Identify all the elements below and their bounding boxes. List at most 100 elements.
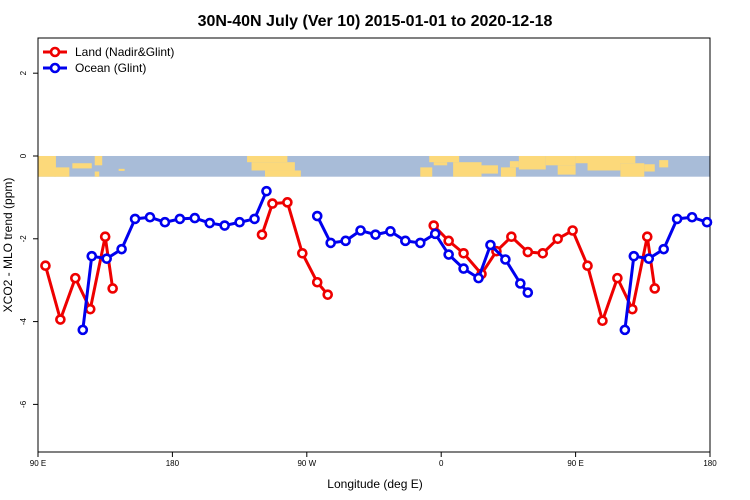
- chart-title: 30N-40N July (Ver 10) 2015-01-01 to 2020…: [198, 13, 553, 30]
- data-point-ocean: [429, 228, 441, 240]
- data-point-land: [256, 229, 268, 240]
- legend-label-ocean: Ocean (Glint): [75, 61, 146, 75]
- data-point-land: [522, 246, 534, 258]
- data-point-ocean: [101, 253, 112, 264]
- map-land: [557, 165, 576, 175]
- x-axis-label: Longitude (deg E): [327, 477, 422, 491]
- data-point-land: [297, 247, 308, 259]
- data-point-ocean: [204, 217, 216, 229]
- data-point-land: [99, 231, 111, 243]
- y-tick-label: 2: [19, 70, 28, 75]
- map-land: [72, 163, 92, 169]
- data-point-land: [537, 247, 549, 259]
- data-point-land: [322, 289, 334, 300]
- series-line-land: [432, 224, 657, 323]
- legend: Land (Nadir&Glint) Ocean (Glint): [43, 45, 174, 75]
- data-point-land: [107, 283, 118, 294]
- y-axis: 2 0 -2 -4 -6: [19, 70, 38, 408]
- map-land: [644, 164, 655, 172]
- data-point-ocean: [443, 249, 454, 260]
- map-land: [247, 155, 288, 163]
- legend-marker-ocean: [49, 62, 61, 74]
- data-point-land: [597, 315, 608, 327]
- data-point-ocean: [400, 235, 411, 247]
- data-point-ocean: [189, 212, 201, 224]
- data-point-ocean: [473, 272, 484, 284]
- data-point-land: [649, 283, 661, 294]
- series-line-ocean: [315, 215, 529, 294]
- map-land: [420, 167, 433, 177]
- data-point-land: [552, 233, 563, 245]
- data-point-ocean: [325, 237, 336, 249]
- data-point-ocean: [515, 278, 526, 289]
- data-point-ocean: [249, 213, 260, 225]
- series-line-land: [44, 235, 115, 322]
- map-land: [433, 162, 448, 166]
- data-point-ocean: [671, 213, 683, 225]
- data-point-ocean: [144, 211, 156, 223]
- data-point-ocean: [414, 237, 426, 249]
- data-point-ocean: [355, 225, 366, 236]
- data-point-ocean: [458, 263, 469, 274]
- series-line-ocean: [623, 215, 708, 331]
- data-point-ocean: [77, 324, 89, 336]
- series-ocean: [77, 185, 713, 336]
- x-tick-label: 90 E: [30, 459, 46, 468]
- x-tick-label: 180: [166, 459, 180, 468]
- y-axis-label: XCO2 - MLO trend (ppm): [1, 178, 15, 313]
- data-point-ocean: [340, 235, 351, 247]
- x-tick-label: 180: [703, 459, 717, 468]
- map-land: [38, 155, 56, 177]
- data-point-land: [311, 276, 323, 288]
- data-point-land: [282, 197, 293, 208]
- legend-marker-land: [49, 46, 61, 58]
- data-point-land: [458, 247, 469, 259]
- map-land: [118, 168, 125, 171]
- data-point-land: [567, 225, 578, 236]
- data-point-ocean: [219, 220, 230, 231]
- data-point-ocean: [522, 287, 534, 298]
- data-point-land: [627, 303, 638, 315]
- data-point-land: [582, 260, 593, 272]
- legend-label-land: Land (Nadir&Glint): [75, 45, 174, 59]
- map-land: [509, 161, 519, 168]
- map-land: [575, 155, 636, 164]
- data-point-land: [612, 272, 623, 284]
- map-land: [453, 162, 482, 177]
- map-land: [659, 160, 669, 168]
- data-point-ocean: [116, 243, 127, 255]
- data-point-ocean: [159, 216, 171, 228]
- map-land: [481, 165, 498, 174]
- data-point-land: [443, 235, 454, 247]
- data-point-ocean: [370, 229, 381, 240]
- map-land: [264, 170, 301, 177]
- data-point-ocean: [701, 216, 713, 228]
- data-point-ocean: [86, 250, 98, 262]
- data-point-ocean: [261, 185, 272, 197]
- data-point-ocean: [234, 216, 245, 228]
- y-tick-label: 0: [19, 153, 28, 158]
- data-point-ocean: [311, 210, 323, 222]
- data-point-land: [70, 272, 81, 284]
- data-point-ocean: [174, 213, 186, 225]
- plot-frame: [37, 37, 711, 453]
- map-land: [429, 155, 460, 163]
- y-tick-label: -2: [19, 235, 28, 243]
- map-land: [94, 155, 103, 166]
- data-point-land: [55, 314, 66, 325]
- world-map-band: [38, 155, 710, 177]
- data-point-land: [506, 231, 517, 243]
- data-point-ocean: [643, 253, 655, 264]
- x-axis: 90 E 180 90 W 0 90 E 180: [30, 452, 717, 468]
- y-tick-label: -6: [19, 400, 28, 408]
- map-land: [500, 167, 516, 177]
- data-point-ocean: [619, 324, 631, 336]
- x-tick-label: 90 W: [297, 459, 316, 468]
- data-point-ocean: [385, 226, 396, 237]
- data-point-land: [641, 231, 653, 243]
- data-point-ocean: [658, 243, 670, 255]
- data-point-ocean: [686, 211, 698, 223]
- map-land: [251, 162, 295, 171]
- map-land: [54, 167, 70, 177]
